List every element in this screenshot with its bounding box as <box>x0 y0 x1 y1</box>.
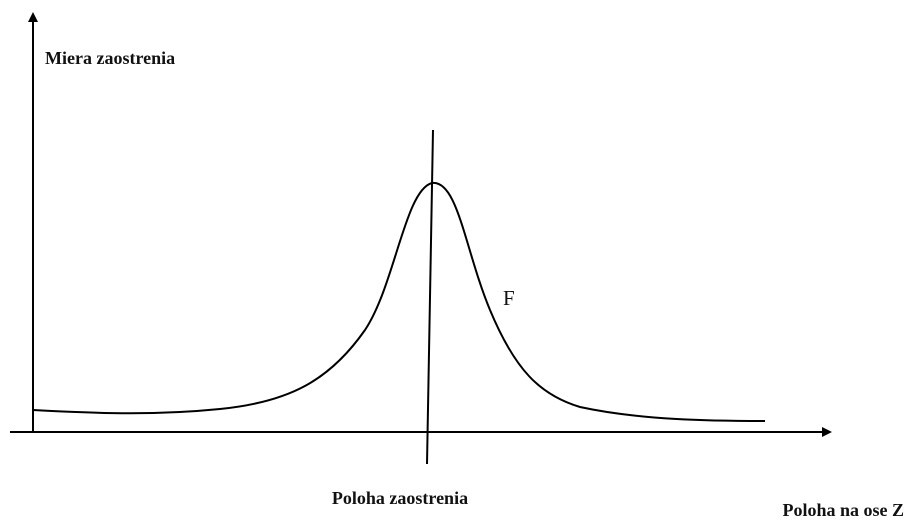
focus-label: Poloha zaostrenia <box>332 488 468 508</box>
x-axis-label: Poloha na ose Z <box>782 500 904 520</box>
y-axis-label: Miera zaostrenia <box>45 48 175 68</box>
focus-line <box>426 129 434 465</box>
sharpness-curve <box>32 181 766 422</box>
curve-label: F <box>503 286 515 310</box>
